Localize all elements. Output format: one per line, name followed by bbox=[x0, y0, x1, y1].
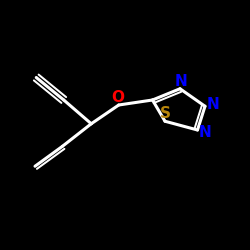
Text: N: N bbox=[175, 74, 188, 89]
Text: O: O bbox=[111, 90, 124, 105]
Text: N: N bbox=[206, 97, 219, 112]
Text: S: S bbox=[160, 106, 170, 121]
Text: N: N bbox=[198, 125, 211, 140]
